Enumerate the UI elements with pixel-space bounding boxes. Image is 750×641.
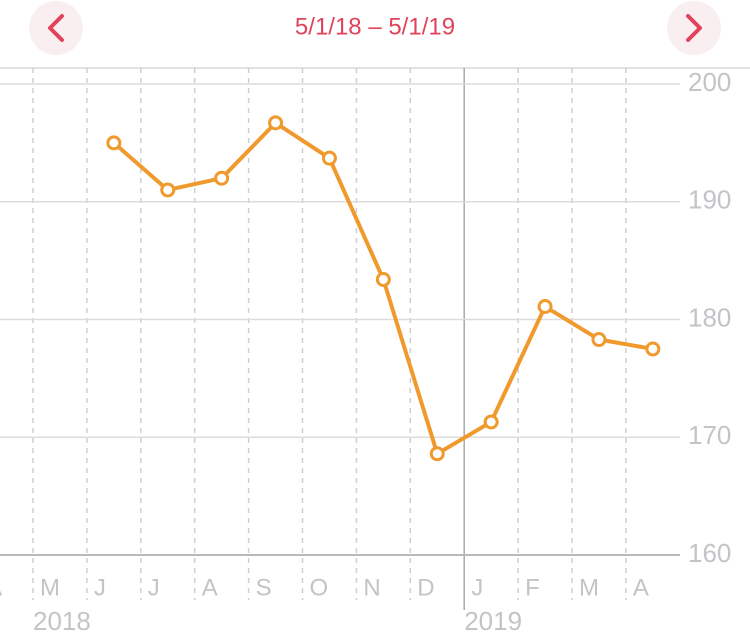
x-tick-label: M (579, 574, 599, 601)
data-point (106, 135, 122, 151)
x-tick-label: S (256, 574, 272, 601)
x-tick-label: A (633, 574, 649, 601)
data-point (321, 150, 337, 166)
year-label: 2019 (464, 606, 522, 636)
x-tick-label: O (310, 574, 329, 601)
x-tick-label: J (148, 574, 160, 601)
previous-button[interactable] (29, 1, 83, 55)
x-tick-label: J (94, 574, 106, 601)
y-tick-label: 160 (688, 538, 731, 568)
data-point (268, 115, 284, 131)
y-tick-label: 170 (688, 420, 731, 450)
y-tick-label: 200 (688, 67, 731, 97)
data-point (591, 332, 607, 348)
x-tick-label: M (40, 574, 60, 601)
date-range-title: 5/1/18 – 5/1/19 (295, 13, 455, 40)
y-tick-label: 190 (688, 185, 731, 215)
data-point (160, 182, 176, 198)
x-tick-label: D (417, 574, 434, 601)
year-label: 2018 (33, 606, 91, 636)
x-tick-label: A (0, 574, 2, 601)
data-point (483, 414, 499, 430)
data-point (214, 170, 230, 186)
next-button[interactable] (667, 1, 721, 55)
x-tick-label: A (202, 574, 218, 601)
x-tick-label: N (363, 574, 380, 601)
y-tick-label: 180 (688, 302, 731, 332)
x-tick-label: J (471, 574, 483, 601)
data-point (375, 271, 391, 287)
data-point (645, 341, 661, 357)
data-point (537, 299, 553, 315)
data-point (429, 446, 445, 462)
x-tick-label: F (525, 574, 540, 601)
